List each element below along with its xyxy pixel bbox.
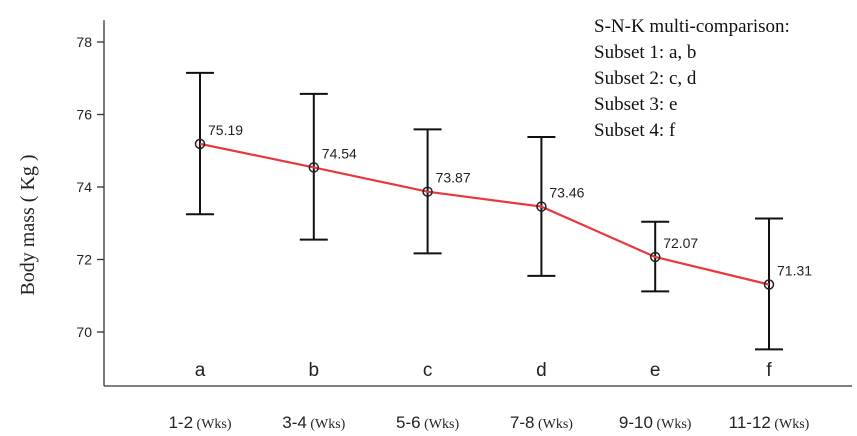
data-point (763, 279, 775, 290)
x-tick-label: 5-6 (Wks) (396, 413, 459, 432)
x-tick-unit: (Wks) (771, 417, 810, 432)
group-letter: d (536, 360, 547, 381)
x-tick-range: 5-6 (396, 413, 421, 432)
group-letter: e (650, 360, 661, 381)
data-label: 75.19 (208, 122, 243, 138)
data-label: 72.07 (663, 235, 698, 251)
group-letter: b (309, 360, 320, 381)
labels: 1-2 (Wks) 3-4 (Wks) 5-6 (Wks) 7-8 (Wks) 9-10… (168, 122, 812, 432)
data-label: 73.87 (436, 170, 471, 186)
x-tick-range: 9-10 (619, 413, 653, 432)
x-tick-range: 3-4 (282, 413, 307, 432)
x-tick-range: 7-8 (510, 413, 535, 432)
y-tick-label: 78 (76, 34, 92, 50)
x-tick-range: 1-2 (168, 413, 193, 432)
x-tick-unit: (Wks) (193, 417, 232, 432)
annotation-title: S-N-K multi-comparison: (594, 16, 790, 37)
annotation-line: Subset 1: a, b (594, 42, 696, 63)
data-label: 71.31 (777, 263, 812, 279)
series-line (199, 142, 770, 286)
annotation-line: Subset 3: e (594, 94, 677, 115)
data-point (536, 201, 547, 212)
data-point (194, 138, 206, 150)
data-point (422, 186, 433, 197)
data-label: 74.54 (322, 145, 357, 161)
x-tick-unit: (Wks) (421, 417, 460, 432)
x-tick-unit: (Wks) (653, 417, 692, 432)
y-tick-label: 70 (76, 324, 92, 340)
data-label: 73.46 (549, 185, 584, 201)
y-tick-label: 74 (76, 179, 92, 195)
group-letter: c (423, 360, 433, 381)
error-bars (186, 71, 783, 351)
x-tick-unit: (Wks) (534, 417, 573, 432)
data-point (649, 251, 661, 263)
snk-annotation: S-N-K multi-comparison: Subset 1: a, b Sub… (594, 16, 790, 141)
y-tick-label: 72 (76, 252, 92, 268)
y-axis-label: Body mass ( Kg ) (17, 154, 39, 295)
x-tick-label: 11-12 (Wks) (729, 413, 810, 432)
series (194, 138, 775, 290)
x-tick-unit: (Wks) (307, 417, 346, 432)
data-point (308, 162, 320, 173)
y-tick-label: 76 (76, 107, 92, 123)
annotation-line: Subset 2: c, d (594, 68, 697, 89)
x-tick-range: 11-12 (729, 413, 771, 432)
group-letter: a (195, 360, 206, 381)
group-letter: f (766, 360, 772, 381)
x-tick-label: 3-4 (Wks) (282, 413, 345, 432)
axes: 70 72 74 76 78 (76, 20, 852, 387)
annotation-line: Subset 4: f (594, 120, 676, 141)
x-tick-label: 9-10 (Wks) (619, 413, 692, 432)
x-tick-label: 1-2 (Wks) (168, 413, 231, 432)
x-tick-label: 7-8 (Wks) (510, 413, 573, 432)
